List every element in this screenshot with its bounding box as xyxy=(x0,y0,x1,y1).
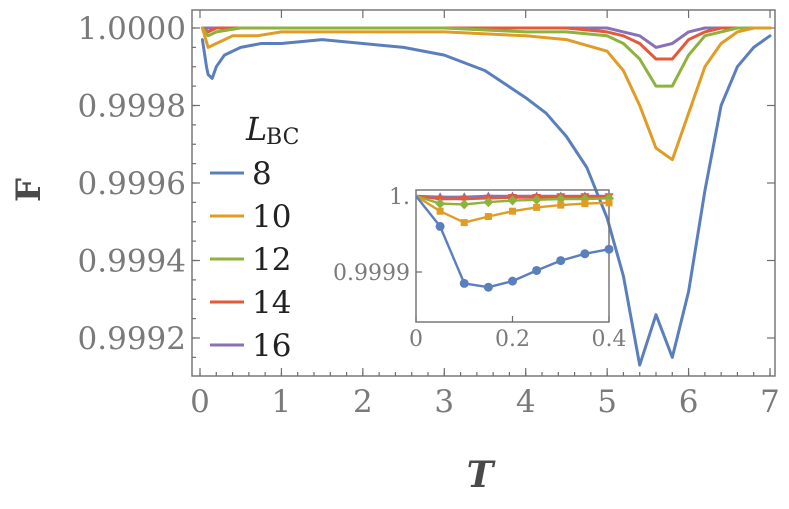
inset-chart: 0 0.2 0.4 1. 0.9999 xyxy=(333,185,626,352)
x-tick-label: 6 xyxy=(679,384,699,420)
inset-marker-10 xyxy=(436,207,444,215)
legend-label-8: 8 xyxy=(252,156,272,192)
inset-marker-12 xyxy=(435,198,446,209)
inset-marker-12 xyxy=(507,195,518,206)
series-line-12 xyxy=(200,26,772,88)
inset-x-tick-label: 0.4 xyxy=(592,327,627,352)
x-tick-label: 5 xyxy=(597,384,617,420)
inset-marker-10 xyxy=(460,219,468,227)
series-line-8 xyxy=(200,34,772,367)
plot-frame xyxy=(191,9,776,377)
inset-x-tick-label: 0.2 xyxy=(495,327,530,352)
y-tick-label: 0.9998 xyxy=(78,89,186,125)
inset-y-tick-label: 0.9999 xyxy=(333,261,410,286)
main-plot-area xyxy=(200,26,772,367)
inset-marker-12 xyxy=(555,194,566,205)
inset-marker-8 xyxy=(435,221,445,231)
y-tick-label: 0.9996 xyxy=(78,166,186,202)
x-tick-label: 2 xyxy=(353,384,373,420)
inset-marker-12 xyxy=(459,199,470,210)
inset-marker-12 xyxy=(531,194,542,205)
legend-label-14: 14 xyxy=(252,285,291,321)
inset-marker-10 xyxy=(605,199,613,207)
x-tick-label: 1 xyxy=(272,384,292,420)
legend-label-10: 10 xyxy=(252,199,291,235)
y-tick-label: 0.9992 xyxy=(78,321,186,357)
legend-label-12: 12 xyxy=(252,242,291,278)
inset-marker-8 xyxy=(508,276,517,286)
inset-marker-8 xyxy=(556,256,566,266)
x-tick-label: 4 xyxy=(516,384,536,420)
y-tick-label: 1.0000 xyxy=(78,11,186,47)
legend-title: L xyxy=(245,110,267,148)
inset-x-tick-label: 0 xyxy=(409,327,423,352)
inset-marker-10 xyxy=(557,201,565,209)
inset-marker-8 xyxy=(604,244,614,254)
x-tick-label: 3 xyxy=(434,384,454,420)
inset-marker-8 xyxy=(532,265,542,275)
legend-label-16: 16 xyxy=(252,328,291,364)
inset-marker-10 xyxy=(509,207,516,215)
inset-marker-8 xyxy=(483,282,493,292)
inset-marker-10 xyxy=(484,213,492,221)
x-axis-title: T xyxy=(467,454,496,496)
inset-marker-8 xyxy=(459,278,469,288)
legend: LBC 8 10 12 14 16 xyxy=(210,110,299,364)
y-tick-label: 0.9994 xyxy=(78,244,186,280)
series-line-10 xyxy=(200,26,772,162)
inset-marker-10 xyxy=(581,200,589,208)
y-axis-title: F xyxy=(9,178,49,202)
legend-title-subscript: BC xyxy=(266,125,299,150)
inset-y-tick-label: 1. xyxy=(389,185,410,210)
x-tick-label: 0 xyxy=(190,384,210,420)
inset-marker-8 xyxy=(580,249,590,259)
x-tick-label: 7 xyxy=(760,384,780,420)
inset-marker-10 xyxy=(533,203,541,211)
inset-marker-12 xyxy=(483,197,494,208)
